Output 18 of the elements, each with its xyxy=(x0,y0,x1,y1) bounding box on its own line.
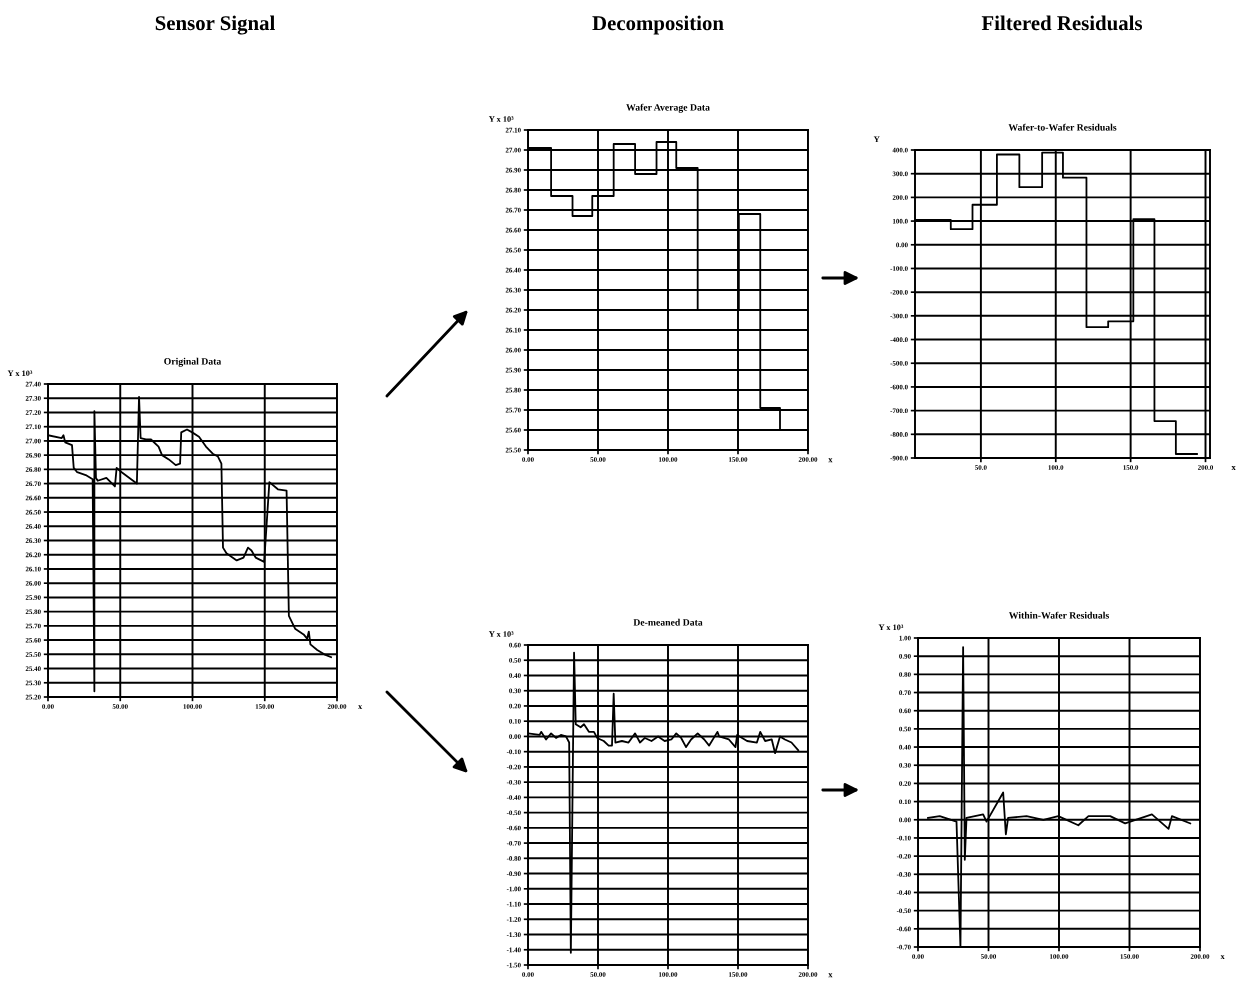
x-axis-title: x xyxy=(828,458,833,463)
x-axis-title: x xyxy=(1231,466,1236,470)
x-axis-title: x xyxy=(1220,955,1225,959)
y-axis-title: Y x 10³ xyxy=(488,631,514,637)
chart-title: Wafer-to-Wafer Residuals xyxy=(1008,123,1117,131)
text: Decomposition xyxy=(592,15,724,35)
text: Filtered Residuals xyxy=(981,15,1143,31)
chart-title: Wafer Average Data xyxy=(626,103,710,113)
chart-title: Within-Wafer Residuals xyxy=(1008,611,1109,619)
y-axis-title: Y xyxy=(873,136,880,143)
x-axis-title: x xyxy=(358,705,363,710)
x-axis-title: x xyxy=(828,973,833,978)
y-axis-title: Y x 10³ xyxy=(878,624,904,631)
chart-title: Original Data xyxy=(164,357,222,367)
text: Sensor Signal xyxy=(155,15,275,35)
y-axis-title: Y x 10³ xyxy=(7,370,33,377)
y-axis-title: Y x 10³ xyxy=(488,116,514,122)
chart-title: De-meaned Data xyxy=(633,618,703,626)
